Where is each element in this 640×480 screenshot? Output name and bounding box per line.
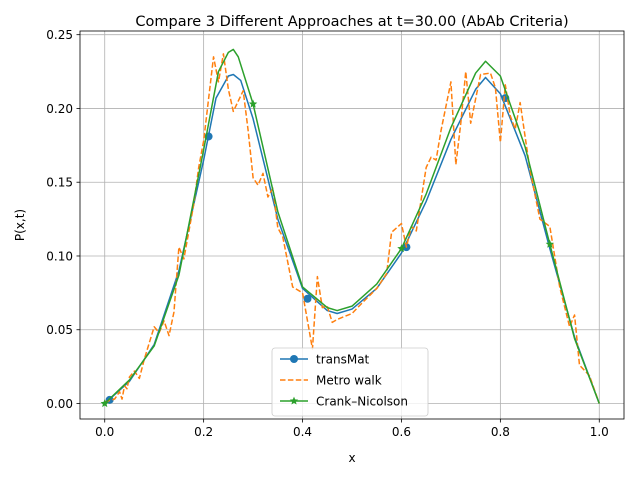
y-tick-label: 0.15	[46, 176, 73, 190]
data-point-crank-nicolson	[100, 399, 109, 408]
y-tick-label: 0.10	[46, 249, 73, 263]
series-metro-walk	[104, 53, 600, 404]
legend: transMat Metro walk Crank–Nicolson	[271, 347, 429, 417]
chart-title: Compare 3 Different Approaches at t=30.0…	[135, 14, 568, 30]
y-tick-label: 0.20	[46, 102, 73, 116]
legend-box	[271, 347, 429, 417]
y-axis-label: P(x,t)	[13, 209, 27, 241]
data-point-crank-nicolson	[545, 239, 554, 248]
legend-marker-crank-nicolson	[289, 396, 299, 405]
x-axis-label: x	[348, 451, 355, 465]
series-line-transmat	[104, 73, 600, 405]
legend-label-transmat: transMat	[316, 352, 370, 366]
y-tick-label: 0.00	[46, 397, 73, 411]
y-tick-label: 0.05	[46, 323, 73, 337]
x-tick-label: 0.0	[95, 425, 114, 439]
y-tick-label: 0.25	[46, 28, 73, 42]
legend-marker-transmat	[290, 355, 298, 363]
series-line-metro-walk	[104, 53, 600, 404]
series-crank-nicolson	[100, 48, 600, 408]
x-tick-label: 0.4	[293, 425, 312, 439]
series-layer	[100, 48, 600, 408]
legend-label-crank-nicolson: Crank–Nicolson	[316, 394, 408, 408]
x-tick-label: 0.2	[194, 425, 213, 439]
x-tick-label: 0.8	[491, 425, 510, 439]
data-point-transmat	[303, 294, 312, 303]
data-point-crank-nicolson	[248, 99, 258, 108]
data-point-crank-nicolson	[397, 244, 406, 253]
x-tick-label: 0.6	[392, 425, 411, 439]
axes-frame	[79, 30, 625, 420]
ticks: 0.0 0.2 0.4 0.6 0.8 1.0 0.00 0.05 0.10 0.15 0.20 0.…	[46, 28, 609, 439]
series-line-crank-nicolson	[104, 48, 600, 405]
legend-label-metro-walk: Metro walk	[316, 373, 382, 387]
x-tick-label: 1.0	[590, 425, 609, 439]
